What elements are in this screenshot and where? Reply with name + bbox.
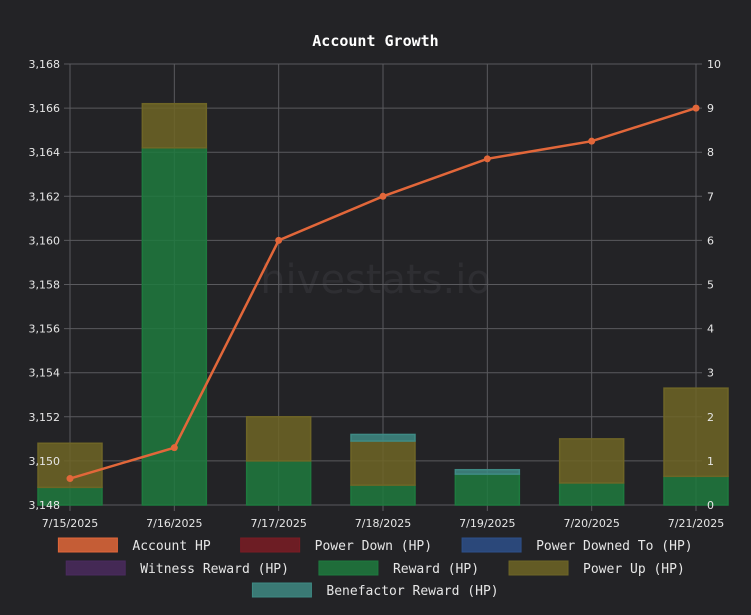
y-left-tick-label: 3,168 bbox=[29, 58, 61, 71]
account-hp-point bbox=[66, 475, 74, 483]
x-tick-label: 7/20/2025 bbox=[563, 517, 619, 530]
bar-segment bbox=[558, 438, 625, 484]
y-right-tick-label: 3 bbox=[707, 367, 714, 380]
account-hp-point bbox=[588, 137, 596, 145]
bar-segment bbox=[141, 147, 208, 506]
x-tick-label: 7/15/2025 bbox=[42, 517, 98, 530]
x-tick-label: 7/16/2025 bbox=[146, 517, 202, 530]
chart-title: Account Growth bbox=[312, 32, 438, 50]
x-tick-label: 7/19/2025 bbox=[459, 517, 515, 530]
account-hp-point bbox=[483, 155, 491, 163]
y-left-tick-label: 3,166 bbox=[29, 102, 61, 115]
y-right-tick-label: 9 bbox=[707, 102, 714, 115]
y-right-tick-label: 10 bbox=[707, 58, 721, 71]
account-hp-point bbox=[692, 104, 700, 112]
x-tick-label: 7/21/2025 bbox=[668, 517, 724, 530]
legend-item: Power Downed To (HP) bbox=[461, 537, 693, 554]
line-series bbox=[66, 104, 700, 483]
legend-label: Power Down (HP) bbox=[315, 539, 432, 554]
legend-swatch bbox=[251, 582, 312, 598]
legend-item: Witness Reward (HP) bbox=[65, 560, 289, 577]
account-hp-point bbox=[379, 192, 387, 200]
legend-label: Power Downed To (HP) bbox=[536, 539, 693, 554]
y-left-tick-label: 3,150 bbox=[29, 455, 61, 468]
y-right-tick-label: 1 bbox=[707, 455, 714, 468]
y-left-tick-label: 3,148 bbox=[29, 499, 61, 512]
legend-swatch bbox=[318, 560, 379, 576]
legend-item: Reward (HP) bbox=[318, 560, 479, 577]
bar-segment bbox=[454, 468, 521, 475]
legend-label: Power Up (HP) bbox=[583, 562, 685, 577]
y-right-tick-label: 8 bbox=[707, 146, 714, 159]
y-left-tick-label: 3,160 bbox=[29, 234, 61, 247]
bar-segment bbox=[245, 460, 312, 506]
y-left-tick-label: 3,162 bbox=[29, 190, 61, 203]
legend-item: Benefactor Reward (HP) bbox=[251, 582, 499, 599]
legend-item: Power Down (HP) bbox=[240, 537, 432, 554]
legend-label: Witness Reward (HP) bbox=[140, 562, 289, 577]
legend-swatch bbox=[57, 537, 118, 553]
bar-segment bbox=[141, 102, 208, 149]
y-right-tick-label: 7 bbox=[707, 190, 714, 203]
y-right-tick-label: 6 bbox=[707, 234, 714, 247]
legend-swatch bbox=[65, 560, 126, 576]
legend-swatch bbox=[508, 560, 569, 576]
x-tick-label: 7/18/2025 bbox=[355, 517, 411, 530]
legend-item: Power Up (HP) bbox=[508, 560, 685, 577]
y-right-tick-label: 2 bbox=[707, 411, 714, 424]
legend-item: Account HP bbox=[57, 537, 211, 554]
legend-swatch bbox=[461, 537, 522, 553]
legend-label: Account HP bbox=[132, 539, 210, 554]
y-right-tick-label: 5 bbox=[707, 279, 714, 292]
bar-segment bbox=[350, 433, 416, 442]
y-left-tick-label: 3,164 bbox=[29, 146, 61, 159]
y-left-tick-label: 3,158 bbox=[29, 279, 61, 292]
y-left-tick-label: 3,152 bbox=[29, 411, 61, 424]
bar-segment bbox=[454, 473, 521, 506]
y-right-tick-label: 4 bbox=[707, 323, 714, 336]
y-left-tick-label: 3,156 bbox=[29, 323, 61, 336]
account-hp-point bbox=[170, 444, 178, 452]
bar-segment bbox=[350, 440, 416, 486]
y-left-tick-label: 3,154 bbox=[29, 367, 61, 380]
legend-label: Benefactor Reward (HP) bbox=[326, 584, 498, 599]
bar-segment bbox=[558, 482, 625, 506]
watermark-text: hivestats.io bbox=[260, 257, 491, 303]
legend-label: Reward (HP) bbox=[393, 562, 479, 577]
y-right-tick-label: 0 bbox=[707, 499, 714, 512]
legend-swatch bbox=[240, 537, 301, 553]
bar-segment bbox=[245, 416, 312, 462]
bar-segment bbox=[350, 484, 416, 506]
bar-segment bbox=[663, 387, 729, 478]
axis-labels: 3,148 3,150 3,152 3,154 3,156 3,158 3,160 3,162… bbox=[29, 58, 725, 530]
legend: Account HP Power Down (HP) Power Downed To… bbox=[57, 537, 693, 599]
x-tick-label: 7/17/2025 bbox=[250, 517, 306, 530]
account-hp-point bbox=[275, 236, 283, 244]
bar-segment bbox=[663, 475, 729, 506]
